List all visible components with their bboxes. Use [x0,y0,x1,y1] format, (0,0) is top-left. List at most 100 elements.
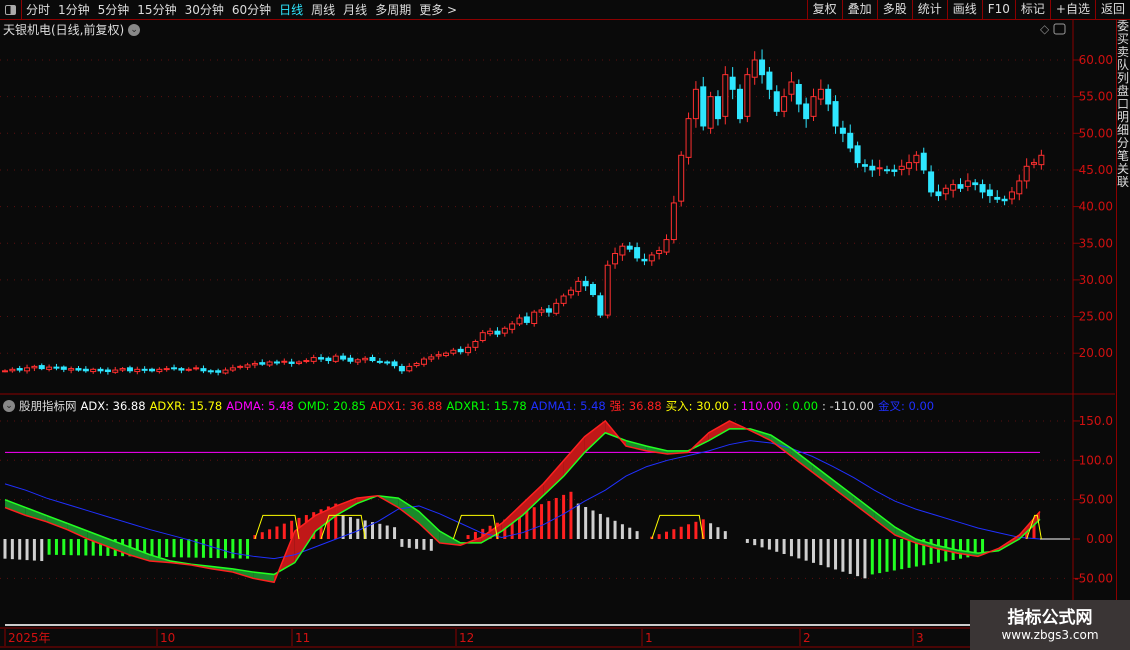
toolbar-button[interactable]: 标记 [1014,0,1050,19]
toolbar-button[interactable]: +自选 [1049,0,1095,19]
toolbar-button[interactable]: 多股 [876,0,912,19]
histogram-bar [834,539,838,570]
histogram-bar [201,539,205,558]
candle [553,302,560,314]
histogram-bar [341,515,345,539]
toolbar-button[interactable]: 返回 [1094,0,1130,19]
candle [839,127,846,134]
histogram-bar [694,521,698,539]
candle [817,88,824,100]
histogram-bar [723,531,727,539]
panel-toggle-icon[interactable] [0,0,22,20]
histogram-bar [547,501,551,539]
period-tab[interactable]: 多周期 [375,3,412,17]
chevron-down-icon[interactable]: ⌄ [128,23,141,36]
candle [251,362,258,366]
adx-band [87,531,109,547]
candle [75,368,82,371]
period-tab[interactable]: 周线 [311,3,336,17]
histogram-bar [194,539,198,558]
candle [964,180,971,187]
adx-band [129,546,150,562]
histogram-bar [231,539,235,559]
y-tick-label: 50.00 [1079,126,1113,140]
histogram-bar [760,539,764,548]
candle [362,357,369,361]
tool-buttons: 复权 叠加 多股 统计 画线 F10 标记 +自选 返回 [806,0,1130,19]
watermark: 指标公式网 www.zbgs3.com [970,600,1130,650]
adx-band [481,523,502,543]
candle [126,367,133,372]
candle [332,355,339,362]
candle [972,182,979,186]
histogram-bar [282,523,286,539]
histogram-bar [606,517,610,539]
buy-zone-marker [1026,514,1042,540]
histogram-bar [966,539,970,558]
period-tab[interactable]: 15分钟 [137,3,177,17]
toolbar-button[interactable]: 画线 [946,0,982,19]
period-tab[interactable]: 日线 [279,3,304,17]
histogram-bar [775,539,779,552]
histogram-bar [385,525,389,539]
candle [670,202,677,241]
y-tick-label: 150.0 [1079,414,1113,428]
candle [847,132,854,149]
candle [729,76,736,90]
histogram-bar [378,523,382,539]
histogram-bar [665,531,668,539]
indicator-readout: 买入: 30.00 [665,399,730,413]
period-tab[interactable]: 5分钟 [97,3,130,17]
period-tab[interactable]: 分时 [26,3,51,17]
period-tab[interactable]: 60分钟 [231,3,272,17]
histogram-bar [172,539,176,558]
x-tick-label: 2025年 [8,631,51,645]
histogram-bar [628,527,632,539]
candle [957,184,964,189]
chevron-down-icon[interactable]: ⌄ [3,400,15,412]
candle [494,330,501,335]
right-side-tabs[interactable]: 委买卖队列盘口明细分笔关联 [1116,20,1130,650]
adx-band [294,515,316,563]
adx-band [108,539,130,555]
candle [986,189,993,197]
histogram-bar [407,539,411,548]
candle [604,264,611,316]
toolbar-button[interactable]: F10 [981,0,1015,19]
toolbar-button[interactable]: 统计 [911,0,947,19]
histogram-bar [922,539,926,566]
period-tab[interactable]: 更多 > [419,3,458,17]
period-tab[interactable]: 1分钟 [58,3,90,17]
period-tab[interactable]: 30分钟 [184,3,224,17]
watermark-title: 指标公式网 [1007,608,1093,628]
candle [626,245,633,250]
period-tab[interactable]: 月线 [343,3,368,17]
histogram-bar [620,524,624,539]
indicator-readout: ADX1: 36.88 [370,399,443,413]
histogram-bar [150,539,154,557]
adx-band [791,448,813,473]
adx-band [833,479,854,504]
candle [523,316,530,323]
adx-band [336,498,357,516]
toolbar-button[interactable]: 复权 [806,0,842,19]
adx-band [232,568,254,579]
indicator-readout: OMD: 20.85 [297,399,366,413]
candle [575,280,582,292]
candle [465,346,472,354]
watermark-url: www.zbgs3.com [1001,628,1099,642]
indicator-readout: ADXR: 15.78 [149,399,223,413]
histogram-bar [936,539,940,563]
histogram-bar [466,535,470,539]
indicator-readout: ADX: 36.88 [80,399,146,413]
candle [222,369,229,374]
candle [788,81,795,95]
candle [700,86,707,127]
adx-band [915,539,937,549]
toolbar-button[interactable]: 叠加 [841,0,877,19]
histogram-bar [363,520,367,539]
candle [501,327,508,334]
indicator-name[interactable]: 股朋指标网 [19,399,77,413]
histogram-bar [400,539,404,547]
